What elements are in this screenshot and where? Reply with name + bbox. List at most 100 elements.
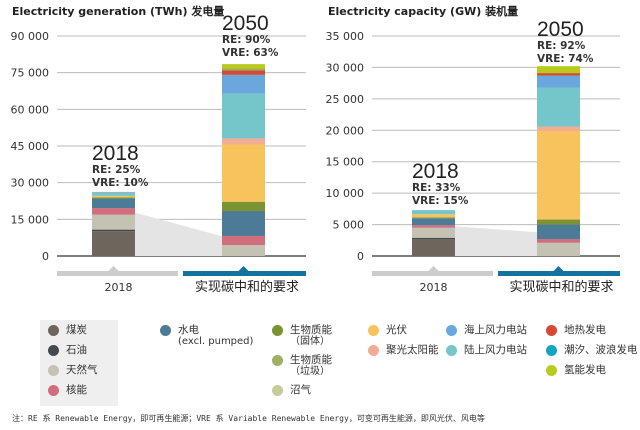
y-tick-label: 25 000 — [326, 93, 365, 106]
bar-segment-hydro — [92, 198, 135, 209]
bar-segment-csp — [537, 126, 580, 131]
category-bar-2018 — [372, 271, 493, 276]
y-tick-label: 60 000 — [11, 103, 50, 116]
legend-item-bio_solid: 生物质能 （固体） — [272, 324, 332, 348]
bar-segment-oil — [92, 229, 135, 232]
bar-segment-hydro — [222, 211, 265, 236]
legend-swatch-icon — [272, 325, 283, 336]
bar-segment-solar — [92, 195, 135, 198]
bar-segment-onshore — [537, 87, 580, 127]
bar-segment-coal — [412, 239, 455, 256]
category-marker — [108, 266, 119, 271]
annotation-year: 2018 — [92, 142, 139, 165]
legend-swatch-icon — [546, 325, 557, 336]
chart-canvas: Electricity generation (TWh) 发电量 0 15 000 3… — [11, 4, 620, 295]
legend-item-coal: 煤炭 — [48, 324, 87, 336]
annotation-year: 2050 — [222, 12, 269, 35]
annotation-vre: VRE: 63% — [222, 47, 279, 59]
bar-segment-oil — [412, 237, 455, 240]
legend-label: 地热发电 — [564, 324, 606, 336]
legend-label: 煤炭 — [66, 324, 87, 336]
connector-shade — [135, 212, 222, 256]
bar-segment-hydro — [537, 224, 580, 240]
bar-segment-gas — [537, 242, 580, 256]
y-tick-label: 0 — [42, 250, 49, 263]
y-tick-label: 5 000 — [333, 219, 365, 232]
bar-segment-offshore — [537, 75, 580, 88]
legend-label: 石油 — [66, 344, 87, 356]
annotation-re: RE: 25% — [92, 164, 141, 176]
bar-segment-onshore — [92, 192, 135, 196]
bar-segment-bio_waste — [222, 68, 265, 71]
legend-item-solar: 光伏 — [368, 324, 407, 336]
legend-item-offshore: 海上风力电站 — [446, 324, 527, 336]
chart-title: Electricity generation (TWh) 发电量 — [12, 4, 224, 18]
legend-item-oil: 石油 — [48, 344, 87, 356]
category-marker — [553, 266, 564, 271]
x-category-label: 实现碳中和的要求 — [195, 279, 299, 295]
annotation-re: RE: 33% — [412, 182, 461, 194]
bar-segment-nuclear — [537, 239, 580, 243]
legend-label: 海上风力电站 — [464, 324, 527, 336]
y-tick-label: 15 000 — [11, 213, 50, 226]
legend-swatch-icon — [48, 385, 59, 396]
legend-item-tidal: 潮汐、波浪发电 — [546, 344, 638, 356]
y-tick-label: 30 000 — [11, 177, 50, 190]
legend-label: 沼气 — [290, 384, 311, 396]
legend-swatch-icon — [272, 355, 283, 366]
legend-sublabel: (excl. pumped) — [178, 336, 254, 347]
bar-segment-geothermal — [537, 73, 580, 76]
bar-segment-gas — [222, 245, 265, 256]
bar-segment-bio_solid — [412, 217, 455, 219]
legend-item-onshore: 陆上风力电站 — [446, 344, 527, 356]
x-category-label: 2018 — [420, 281, 448, 294]
bar-segment-geothermal — [222, 70, 265, 75]
annotation-vre: VRE: 74% — [537, 53, 594, 65]
annotation-vre: VRE: 10% — [92, 177, 149, 189]
legend-item-biogas: 沼气 — [272, 384, 311, 396]
legend-swatch-icon — [546, 345, 557, 356]
legend-label: 光伏 — [386, 324, 407, 336]
y-tick-label: 15 000 — [326, 156, 365, 169]
legend-label: 水电 (excl. pumped) — [178, 324, 254, 347]
bar-segment-nuclear — [92, 208, 135, 215]
chart-title: Electricity capacity (GW) 装机量 — [328, 4, 518, 18]
legend-label: 聚光太阳能 — [386, 344, 439, 356]
legend-label: 天然气 — [66, 364, 98, 376]
legend-item-hydro: 水电 (excl. pumped) — [160, 324, 253, 348]
connector-shade — [455, 226, 537, 256]
x-category-label: 实现碳中和的要求 — [509, 279, 613, 295]
bar-segment-solar — [222, 144, 265, 202]
legend-sublabel: （垃圾） — [290, 366, 330, 377]
y-tick-label: 45 000 — [11, 140, 50, 153]
bar-segment-hydrogen — [537, 66, 580, 74]
bar-segment-offshore — [222, 74, 265, 94]
y-tick-label: 90 000 — [11, 30, 50, 43]
footnote: 注：RE 系 Renewable Energy，即可再生能源；VRE 系 Var… — [12, 414, 485, 423]
legend-swatch-icon — [446, 325, 457, 336]
category-bar-2050 — [183, 271, 306, 276]
category-marker — [428, 266, 439, 271]
legend-swatch-icon — [368, 325, 379, 336]
y-tick-label: 10 000 — [326, 187, 365, 200]
annotation-vre: VRE: 15% — [412, 195, 469, 207]
legend-label: 氢能发电 — [564, 364, 606, 376]
bar-segment-solar — [537, 130, 580, 220]
legend-label: 生物质能 （固体） — [290, 324, 332, 347]
category-bar-2050 — [498, 271, 620, 276]
legend-swatch-icon — [272, 385, 283, 396]
bar-segment-bio_solid — [92, 197, 135, 199]
bar-segment-onshore — [412, 210, 455, 215]
bar-segment-hydro — [412, 218, 455, 226]
category-bar-2018 — [57, 271, 178, 276]
annotation-re: RE: 92% — [537, 40, 586, 52]
category-marker — [238, 266, 249, 271]
bar-segment-bio_solid — [222, 201, 265, 212]
y-tick-label: 0 — [357, 250, 364, 263]
legend-item-geothermal: 地热发电 — [546, 324, 606, 336]
legend-item-csp: 聚光太阳能 — [368, 344, 439, 356]
legend-label: 陆上风力电站 — [464, 344, 527, 356]
y-tick-label: 20 000 — [326, 124, 365, 137]
legend-swatch-icon — [546, 365, 557, 376]
y-tick-label: 75 000 — [11, 67, 50, 80]
